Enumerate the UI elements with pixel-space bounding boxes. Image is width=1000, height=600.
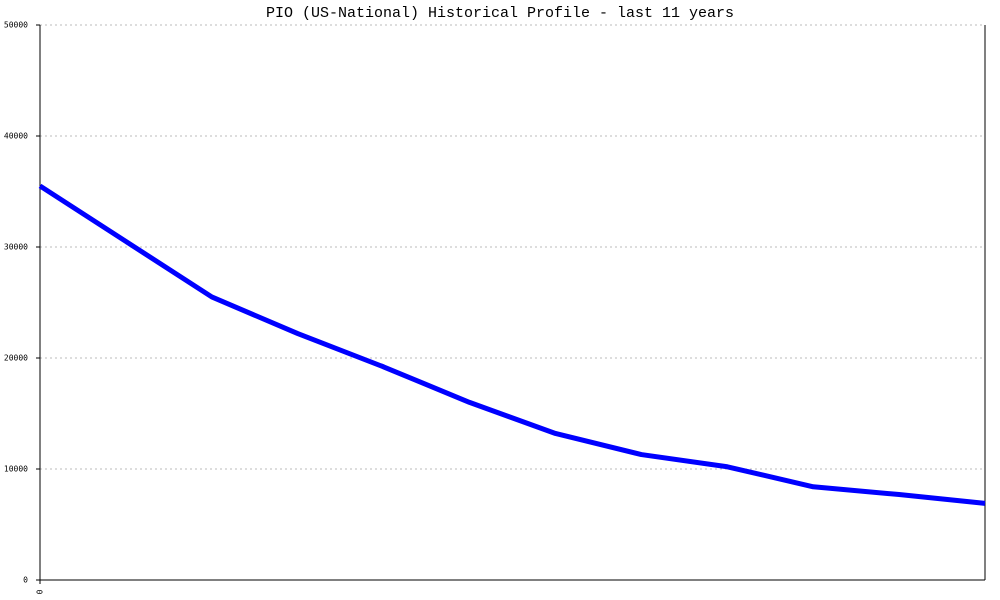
data-line (38, 183, 986, 506)
y-tick-label: 10000 (4, 465, 28, 474)
x-tick-label: 0 (36, 589, 45, 594)
y-tick-label: 20000 (4, 354, 28, 363)
y-tick-label: 50000 (4, 21, 28, 30)
chart-title: PIO (US-National) Historical Profile - l… (266, 5, 734, 22)
y-tick-label: 0 (23, 576, 28, 585)
y-tick-label: 40000 (4, 132, 28, 141)
y-tick-label: 30000 (4, 243, 28, 252)
